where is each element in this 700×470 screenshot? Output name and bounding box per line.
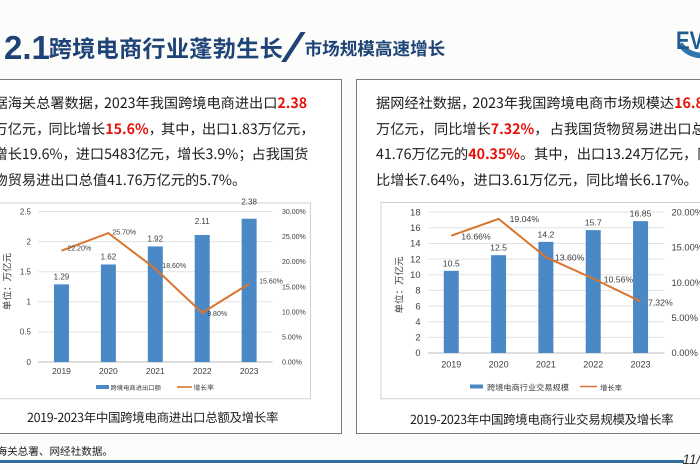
svg-text:单位：万亿元: 单位：万亿元	[0, 253, 14, 311]
svg-text:EV: EV	[676, 26, 700, 54]
svg-text:13.60%: 13.60%	[555, 253, 585, 263]
svg-text:2020: 2020	[99, 366, 118, 376]
svg-text:4: 4	[415, 317, 420, 327]
svg-text:18: 18	[410, 207, 420, 217]
svg-text:12.5: 12.5	[490, 243, 507, 253]
svg-text:16.85: 16.85	[630, 209, 652, 219]
svg-text:1.92: 1.92	[148, 234, 164, 243]
svg-text:18.60%: 18.60%	[162, 263, 186, 270]
svg-text:跨境电商进出口额: 跨境电商进出口额	[111, 383, 162, 392]
svg-text:2.38: 2.38	[241, 198, 257, 207]
svg-text:0: 0	[27, 358, 32, 367]
svg-text:12: 12	[410, 254, 420, 264]
svg-text:2022: 2022	[193, 366, 212, 376]
svg-text:22.20%: 22.20%	[67, 246, 91, 253]
svg-text:25.00%: 25.00%	[282, 234, 306, 241]
svg-text:2021: 2021	[146, 366, 165, 376]
svg-text:9.80%: 9.80%	[207, 311, 227, 318]
svg-text:16: 16	[410, 223, 420, 233]
svg-text:2019: 2019	[441, 360, 461, 370]
svg-text:15.60%: 15.60%	[259, 279, 283, 286]
svg-text:14.2: 14.2	[537, 229, 554, 239]
svg-text:15.00%: 15.00%	[282, 284, 306, 291]
svg-text:1: 1	[27, 298, 32, 307]
svg-text:2022: 2022	[583, 360, 603, 370]
svg-text:2020: 2020	[489, 360, 509, 370]
svg-text:10.56%: 10.56%	[604, 275, 634, 285]
svg-text:增长率: 增长率	[600, 383, 623, 394]
svg-text:2: 2	[415, 333, 420, 343]
svg-text:8: 8	[415, 286, 420, 296]
svg-text:16.66%: 16.66%	[461, 232, 491, 242]
svg-text:2023: 2023	[240, 366, 259, 376]
svg-text:2.5: 2.5	[20, 207, 32, 216]
svg-text:10: 10	[410, 270, 420, 280]
svg-text:25.70%: 25.70%	[112, 230, 136, 237]
svg-text:6: 6	[415, 301, 420, 311]
svg-text:0.00%: 0.00%	[672, 348, 698, 358]
svg-text:0.00%: 0.00%	[282, 360, 302, 367]
svg-text:5.00%: 5.00%	[672, 313, 698, 323]
svg-text:0.5: 0.5	[20, 328, 32, 337]
svg-text:2021: 2021	[536, 360, 556, 370]
svg-text:20.00%: 20.00%	[672, 207, 700, 217]
svg-text:7.32%: 7.32%	[648, 297, 673, 307]
svg-text:30.00%: 30.00%	[282, 209, 306, 216]
svg-text:1.62: 1.62	[101, 252, 117, 261]
svg-text:20.00%: 20.00%	[282, 259, 306, 266]
svg-text:1.29: 1.29	[54, 272, 70, 281]
svg-text:2023: 2023	[631, 360, 651, 370]
svg-text:0: 0	[415, 348, 420, 358]
svg-text:15.7: 15.7	[585, 218, 602, 228]
svg-text:5.00%: 5.00%	[282, 334, 302, 341]
svg-text:2.11: 2.11	[195, 217, 211, 226]
svg-text:15.00%: 15.00%	[672, 243, 700, 253]
svg-text:2: 2	[27, 237, 32, 246]
svg-text:跨境电商行业交易规模: 跨境电商行业交易规模	[487, 382, 569, 394]
svg-text:增长率: 增长率	[194, 382, 215, 392]
svg-text:2019: 2019	[52, 366, 71, 376]
svg-text:单位：万亿元: 单位：万亿元	[392, 256, 406, 314]
svg-text:10.00%: 10.00%	[672, 278, 700, 288]
svg-text:10.5: 10.5	[443, 258, 460, 268]
svg-text:1.5: 1.5	[20, 268, 32, 277]
svg-text:14: 14	[410, 239, 420, 249]
svg-text:10.00%: 10.00%	[282, 309, 306, 316]
svg-text:19.04%: 19.04%	[510, 214, 540, 224]
